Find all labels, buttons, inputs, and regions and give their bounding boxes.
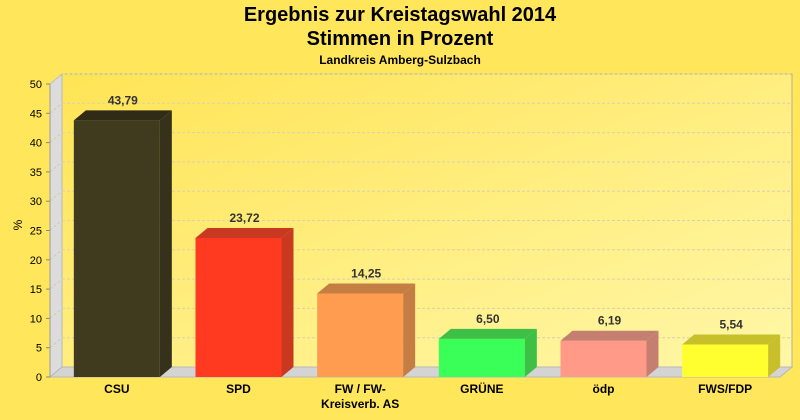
value-label: 6,19 [598, 314, 622, 328]
y-tick-label: 40 [30, 138, 42, 150]
y-tick-label: 0 [36, 372, 42, 384]
bar-side [159, 110, 172, 378]
category-label-line2: Kreisverb. AS [321, 397, 399, 411]
bar-6 [682, 334, 781, 377]
y-tick-label: 50 [30, 79, 42, 91]
value-label: 23,72 [229, 211, 259, 225]
y-tick-label: 35 [30, 167, 42, 179]
bar-top [73, 110, 172, 121]
gridline [49, 190, 63, 202]
category-label: ödp [593, 382, 615, 396]
value-label: 6,50 [476, 312, 500, 326]
gridline [49, 73, 63, 85]
y-tick-label: 30 [30, 196, 42, 208]
bar-front [317, 293, 404, 377]
y-tick-label: 25 [30, 226, 42, 238]
bar-side [646, 330, 659, 377]
gridline [49, 102, 63, 114]
y-tick-label: 10 [30, 313, 42, 325]
bar-top [560, 330, 659, 341]
bar-3 [317, 283, 416, 377]
bar-1 [73, 110, 172, 378]
bar-front [682, 344, 769, 377]
bar-top [317, 283, 416, 294]
y-tick-label: 15 [30, 284, 42, 296]
bar-2 [195, 228, 294, 377]
chart-title: Ergebnis zur Kreistagswahl 2014 [243, 4, 557, 26]
bar-front [73, 120, 160, 378]
value-label: 43,79 [108, 93, 138, 107]
y-tick-label: 20 [30, 255, 42, 267]
bar-front [560, 340, 647, 377]
category-label: SPD [226, 382, 251, 396]
gridline [49, 249, 63, 261]
bar-top [682, 334, 781, 345]
gridline [49, 132, 63, 143]
bar-side [281, 228, 294, 377]
bar-side [403, 283, 416, 377]
bar-top [438, 328, 537, 339]
bar-4 [438, 328, 537, 377]
bar-front [195, 238, 282, 377]
gridline [49, 278, 63, 290]
chart-region: Landkreis Amberg-Sulzbach [319, 53, 481, 67]
bar-side [768, 334, 781, 377]
y-axis-label: % [11, 219, 25, 230]
bar-5 [560, 330, 659, 377]
gridline [49, 161, 63, 173]
bar-front [438, 338, 525, 377]
value-label: 14,25 [351, 266, 381, 280]
category-label: FW / FW- [335, 382, 386, 396]
plot-area: 0 5 10 15 20 25 30 35 40 45 50 43,79 CSU 23,72 SPD 14,2… [30, 72, 794, 411]
category-label: FWS/FDP [698, 382, 752, 396]
y-tick-label: 5 [36, 343, 42, 355]
gridline [49, 308, 63, 319]
gridline [49, 220, 63, 231]
category-label: CSU [104, 382, 129, 396]
bar-top [195, 228, 294, 239]
y-tick-label: 45 [30, 108, 42, 120]
bar-side [524, 328, 537, 377]
category-label: GRÜNE [460, 381, 503, 396]
gridline [49, 337, 63, 349]
chart-subtitle: Stimmen in Prozent [306, 28, 494, 50]
value-label: 5,54 [719, 318, 743, 332]
